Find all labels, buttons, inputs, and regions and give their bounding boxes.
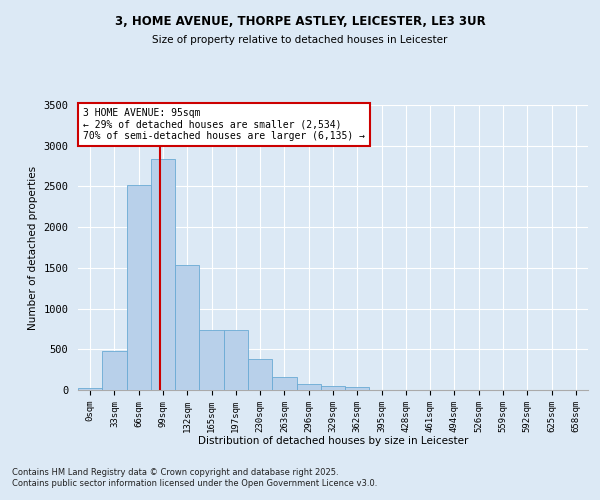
Text: Contains HM Land Registry data © Crown copyright and database right 2025.
Contai: Contains HM Land Registry data © Crown c… <box>12 468 377 487</box>
Bar <box>224 330 248 390</box>
Bar <box>127 185 151 390</box>
Bar <box>272 378 296 390</box>
Text: 3, HOME AVENUE, THORPE ASTLEY, LEICESTER, LE3 3UR: 3, HOME AVENUE, THORPE ASTLEY, LEICESTER… <box>115 15 485 28</box>
Bar <box>321 386 345 390</box>
Text: 3 HOME AVENUE: 95sqm
← 29% of detached houses are smaller (2,534)
70% of semi-de: 3 HOME AVENUE: 95sqm ← 29% of detached h… <box>83 108 365 141</box>
Bar <box>296 384 321 390</box>
Bar <box>345 387 370 390</box>
Text: Size of property relative to detached houses in Leicester: Size of property relative to detached ho… <box>152 35 448 45</box>
X-axis label: Distribution of detached houses by size in Leicester: Distribution of detached houses by size … <box>198 436 468 446</box>
Bar <box>199 330 224 390</box>
Bar <box>78 388 102 390</box>
Bar <box>248 359 272 390</box>
Bar <box>102 351 127 390</box>
Bar <box>151 158 175 390</box>
Bar <box>175 266 199 390</box>
Y-axis label: Number of detached properties: Number of detached properties <box>28 166 38 330</box>
